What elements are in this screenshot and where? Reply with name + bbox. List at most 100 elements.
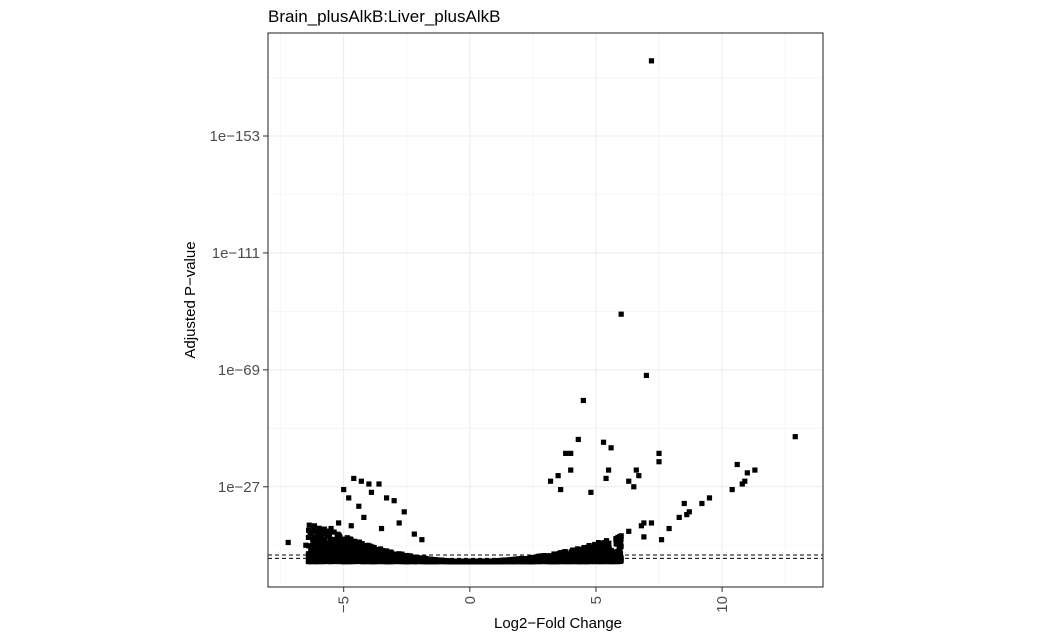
data-point: [365, 544, 372, 550]
data-point: [315, 534, 322, 540]
data-point: [352, 538, 358, 544]
data-point: [585, 551, 591, 557]
y-tick-label: 1e−153: [210, 128, 260, 145]
data-point: [334, 532, 340, 538]
data-point: [311, 529, 317, 535]
data-point: [440, 558, 447, 564]
data-point: [734, 461, 740, 468]
y-axis-title: Adjusted P−value: [182, 241, 199, 358]
data-point: [563, 450, 569, 456]
data-point: [409, 556, 415, 562]
data-point: [384, 558, 390, 565]
data-point: [311, 534, 317, 541]
data-point: [536, 558, 542, 564]
data-point: [348, 547, 354, 553]
data-point: [331, 529, 337, 535]
data-point: [641, 534, 647, 540]
data-point: [428, 558, 434, 565]
data-point: [579, 553, 586, 560]
chart-title: Brain_plusAlkB:Liver_plusAlkB: [268, 7, 500, 26]
data-point: [341, 538, 348, 544]
data-point: [313, 550, 319, 556]
data-point: [407, 553, 413, 559]
data-point: [600, 439, 607, 445]
data-point: [414, 558, 420, 564]
data-point: [361, 551, 368, 557]
data-point: [573, 550, 580, 557]
data-point: [686, 509, 692, 515]
data-point: [380, 558, 387, 565]
data-point: [641, 520, 647, 526]
data-point: [356, 547, 362, 553]
data-point: [597, 558, 603, 564]
data-point: [387, 558, 393, 564]
data-point: [419, 537, 425, 543]
data-point: [648, 520, 655, 526]
data-point: [658, 537, 665, 543]
data-point: [309, 542, 316, 549]
data-point: [633, 467, 639, 473]
data-point: [465, 558, 471, 565]
data-point: [396, 520, 402, 526]
data-point: [529, 558, 535, 565]
data-point: [626, 528, 632, 534]
data-point: [433, 557, 439, 564]
data-point: [611, 551, 617, 557]
data-point: [567, 552, 573, 558]
data-point: [401, 509, 407, 515]
data-point: [378, 525, 385, 532]
data-point: [581, 545, 587, 552]
data-point: [331, 556, 338, 562]
data-point: [606, 540, 612, 546]
data-point: [331, 536, 338, 543]
data-point: [447, 558, 453, 565]
data-point: [383, 553, 389, 560]
data-point: [330, 546, 336, 552]
data-point: [327, 553, 333, 559]
data-point: [616, 541, 622, 547]
data-point: [306, 543, 312, 549]
data-point: [320, 536, 326, 543]
data-point: [369, 550, 376, 556]
data-point: [314, 531, 320, 537]
data-point: [498, 558, 504, 564]
data-point: [391, 558, 397, 564]
data-point: [593, 542, 600, 548]
data-point: [509, 558, 515, 565]
data-point: [610, 558, 616, 564]
data-point: [581, 550, 587, 556]
data-point: [326, 545, 332, 551]
data-point: [351, 475, 357, 482]
data-point: [608, 445, 614, 451]
data-point: [453, 558, 459, 565]
data-point: [666, 525, 672, 532]
data-point: [602, 558, 608, 564]
data-point: [571, 554, 577, 560]
x-tick-label: 5: [588, 596, 605, 604]
data-point: [648, 58, 655, 64]
data-point: [335, 551, 341, 557]
data-point: [533, 558, 539, 564]
data-point: [545, 558, 551, 564]
data-point: [353, 558, 359, 564]
data-point: [285, 539, 291, 546]
data-point: [391, 498, 397, 504]
data-point: [338, 553, 344, 559]
data-point: [357, 556, 363, 562]
data-point: [318, 548, 324, 554]
data-point: [315, 556, 321, 562]
data-point: [356, 551, 362, 558]
data-point: [533, 555, 539, 561]
data-point: [374, 557, 380, 563]
data-point: [308, 530, 315, 536]
data-point: [530, 554, 536, 561]
data-point: [306, 522, 312, 528]
data-point: [699, 500, 705, 507]
data-point: [615, 534, 621, 541]
data-point: [348, 523, 354, 529]
data-point: [603, 475, 609, 482]
data-point: [308, 558, 314, 565]
data-point: [554, 552, 561, 558]
data-point: [557, 558, 563, 564]
x-axis: −5 0 5 10: [336, 587, 731, 613]
